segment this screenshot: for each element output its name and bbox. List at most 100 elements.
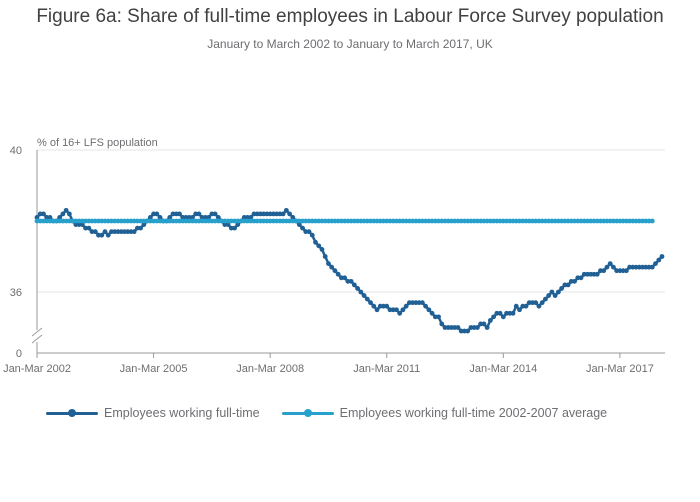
data-point[interactable] (475, 325, 480, 330)
data-point[interactable] (601, 268, 607, 274)
data-point[interactable] (572, 278, 577, 284)
data-point[interactable] (423, 303, 428, 309)
data-point[interactable] (358, 289, 364, 295)
data-point[interactable] (623, 268, 629, 274)
data-point[interactable] (429, 310, 435, 316)
data-point[interactable] (436, 314, 441, 320)
data-point[interactable] (656, 257, 662, 263)
data-point[interactable] (594, 271, 600, 277)
data-point[interactable] (66, 211, 72, 217)
data-point[interactable] (348, 278, 354, 284)
data-point[interactable] (177, 211, 182, 217)
data-point[interactable] (361, 293, 367, 298)
data-point[interactable] (131, 229, 137, 235)
data-point[interactable] (491, 314, 497, 320)
data-point[interactable] (41, 211, 46, 217)
data-point[interactable] (296, 222, 302, 227)
data-point[interactable] (86, 225, 92, 231)
data-point[interactable] (555, 289, 561, 295)
data-point[interactable] (653, 261, 658, 266)
data-point[interactable] (332, 268, 338, 274)
data-point[interactable] (235, 222, 241, 227)
data-point[interactable] (384, 303, 390, 309)
data-point[interactable] (497, 310, 503, 316)
data-point[interactable] (533, 300, 539, 306)
data-point[interactable] (329, 264, 335, 270)
data-point[interactable] (225, 222, 231, 227)
data-point[interactable] (649, 218, 655, 224)
data-point[interactable] (63, 207, 69, 213)
data-point[interactable] (481, 321, 487, 327)
data-point[interactable] (484, 325, 490, 330)
data-point[interactable] (455, 325, 461, 330)
legend-item-average[interactable]: Employees working full-time 2002-2007 av… (281, 406, 607, 420)
data-point[interactable] (397, 310, 403, 316)
data-point[interactable] (335, 271, 341, 277)
data-point[interactable] (611, 264, 616, 270)
data-point[interactable] (552, 293, 558, 298)
data-point[interactable] (99, 232, 105, 238)
data-point[interactable] (154, 211, 160, 217)
data-point[interactable] (565, 282, 571, 288)
data-point[interactable] (403, 303, 409, 309)
data-point[interactable] (465, 328, 471, 334)
data-point[interactable] (290, 215, 296, 220)
data-point[interactable] (546, 293, 552, 298)
data-point[interactable] (368, 300, 373, 306)
data-point[interactable] (34, 215, 40, 220)
data-point[interactable] (313, 239, 318, 245)
data-point[interactable] (206, 215, 212, 220)
data-point[interactable] (141, 222, 147, 227)
data-point[interactable] (543, 296, 548, 302)
data-point[interactable] (374, 307, 380, 313)
data-point[interactable] (559, 286, 565, 291)
data-point[interactable] (102, 229, 108, 235)
data-point[interactable] (326, 261, 331, 266)
data-point[interactable] (513, 303, 519, 309)
data-point[interactable] (57, 215, 63, 220)
data-point[interactable] (364, 296, 370, 302)
data-point[interactable] (371, 303, 377, 309)
data-point[interactable] (316, 243, 322, 249)
data-point[interactable] (394, 307, 399, 313)
data-point[interactable] (351, 282, 357, 288)
data-point[interactable] (287, 211, 292, 217)
data-point[interactable] (60, 211, 66, 217)
data-point[interactable] (419, 300, 425, 306)
data-point[interactable] (232, 225, 237, 231)
data-point[interactable] (659, 254, 665, 259)
data-point[interactable] (319, 247, 325, 252)
data-point[interactable] (607, 261, 613, 266)
data-point[interactable] (322, 254, 328, 259)
data-point[interactable] (510, 310, 516, 316)
data-point[interactable] (138, 225, 144, 231)
data-point[interactable] (196, 211, 202, 217)
data-point[interactable] (92, 229, 98, 235)
data-point[interactable] (604, 264, 610, 270)
data-point[interactable] (47, 215, 53, 220)
data-point[interactable] (517, 307, 522, 313)
data-point[interactable] (487, 318, 493, 323)
data-point[interactable] (215, 215, 221, 220)
data-point[interactable] (147, 215, 153, 220)
data-point[interactable] (306, 229, 312, 235)
data-point[interactable] (426, 307, 432, 313)
data-point[interactable] (549, 289, 555, 295)
data-point[interactable] (539, 300, 545, 306)
data-point[interactable] (523, 303, 529, 309)
data-point[interactable] (212, 211, 218, 217)
data-point[interactable] (79, 222, 85, 227)
data-point[interactable] (283, 207, 289, 213)
data-point[interactable] (649, 264, 655, 270)
data-point[interactable] (578, 275, 584, 281)
data-point[interactable] (309, 232, 315, 238)
data-point[interactable] (536, 303, 542, 309)
data-point[interactable] (248, 215, 254, 220)
data-point[interactable] (300, 225, 305, 231)
legend-item-full-time[interactable]: Employees working full-time (46, 406, 260, 420)
data-point[interactable] (280, 211, 286, 217)
data-point[interactable] (439, 321, 445, 327)
data-point[interactable] (190, 215, 195, 220)
data-point[interactable] (355, 286, 360, 291)
data-point[interactable] (105, 232, 111, 238)
